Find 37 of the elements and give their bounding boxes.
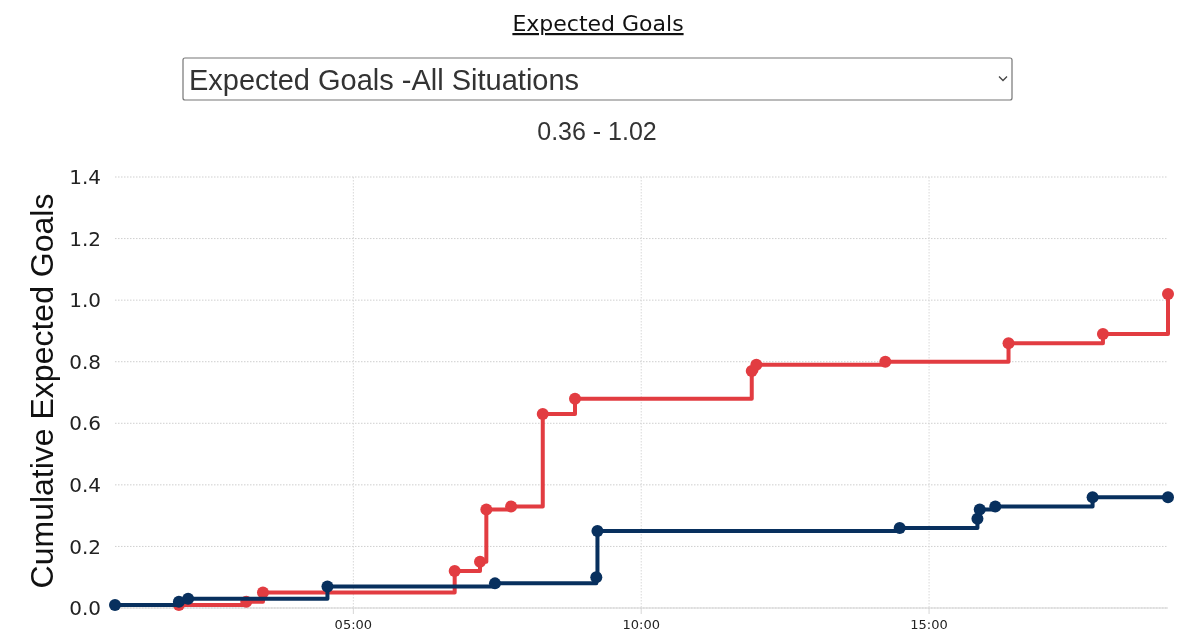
point: [973, 503, 986, 516]
point: [879, 355, 892, 368]
y-axis-title: Cumulative Expected Goals: [24, 193, 60, 589]
chart-subtitle: Expected Goals -All Situations: [189, 64, 580, 96]
y-tick-label: 0.6: [69, 411, 101, 436]
x-tick-label: 10:00: [622, 617, 660, 632]
y-tick-label: 1.2: [69, 226, 101, 251]
point: [1086, 491, 1099, 504]
point: [474, 555, 487, 568]
point: [569, 392, 581, 405]
point: [1162, 491, 1174, 504]
point: [182, 592, 195, 605]
y-tick-label: 0.2: [69, 534, 101, 559]
x-tick-label: 15:00: [910, 617, 948, 632]
y-tick-label: 0.4: [69, 473, 101, 498]
x-tick-label: 05:00: [334, 617, 373, 632]
point: [1162, 287, 1174, 300]
point: [1002, 337, 1015, 350]
y-tick-label: 0.0: [69, 596, 101, 621]
y-tick-label: 0.8: [69, 349, 101, 374]
y-tick-label: 1.0: [69, 288, 101, 313]
point: [480, 503, 493, 516]
point: [109, 598, 121, 611]
point: [1096, 328, 1109, 341]
point: [893, 521, 906, 534]
point: [590, 571, 603, 584]
point: [321, 580, 334, 593]
y-tick-label: 1.4: [69, 165, 101, 190]
point: [750, 358, 763, 371]
point: [505, 500, 518, 513]
point: [448, 565, 461, 578]
point: [488, 577, 501, 590]
point: [989, 500, 1002, 513]
text: 0.36 - 1.02: [537, 117, 657, 145]
chart-title: Expected Goals: [512, 11, 684, 36]
point: [536, 408, 549, 421]
point: [591, 525, 604, 538]
